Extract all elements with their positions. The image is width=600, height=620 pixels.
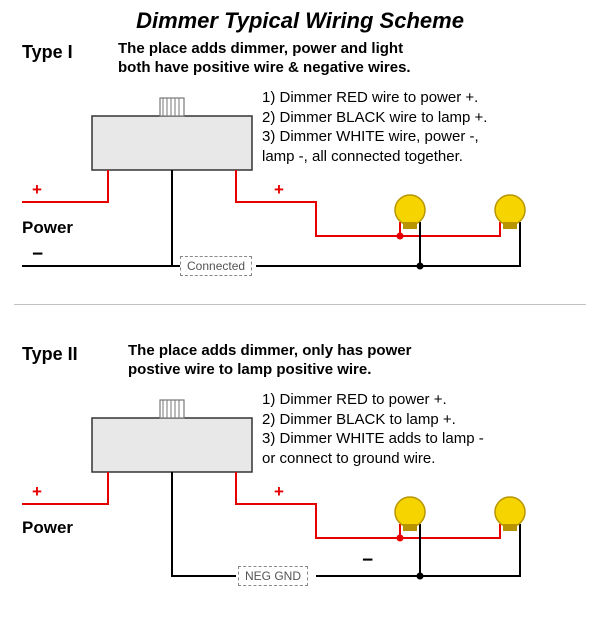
page-title: Dimmer Typical Wiring Scheme — [0, 0, 600, 38]
type2-neg-gnd-label: NEG GND — [238, 566, 308, 586]
type1-section: Type I The place adds dimmer, power and … — [0, 38, 600, 306]
white-wire-to-gnd-icon — [172, 472, 236, 576]
type2-minus: − — [362, 550, 373, 572]
type1-plus-left: + — [32, 180, 42, 200]
type2-plus-right: + — [274, 482, 284, 502]
type1-diagram — [0, 38, 600, 306]
black-wire-lamp-neg-icon — [256, 222, 420, 266]
type1-minus: − — [32, 244, 43, 266]
dimmer-knob-icon — [160, 400, 184, 418]
section-divider — [14, 304, 586, 305]
dimmer-knob-icon — [160, 98, 184, 116]
type1-connected-label: Connected — [180, 256, 252, 276]
type2-section: Type II The place adds dimmer, only has … — [0, 340, 600, 620]
type1-power-label: Power — [22, 218, 73, 238]
dimmer-box-icon — [92, 418, 252, 472]
dimmer-box-icon — [92, 116, 252, 170]
type2-plus-left: + — [32, 482, 42, 502]
type1-plus-right: + — [274, 180, 284, 200]
type2-power-label: Power — [22, 518, 73, 538]
